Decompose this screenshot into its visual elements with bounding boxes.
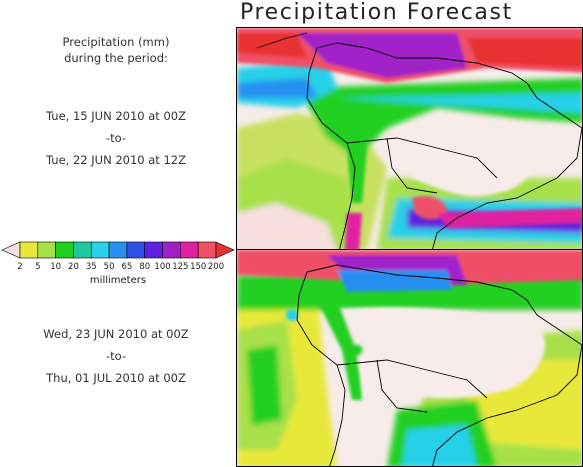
colorbar-swatch xyxy=(108,241,128,259)
colorbar-swatch xyxy=(126,241,146,259)
colorbar-tick-label: 65 xyxy=(121,262,132,272)
period-1-separator: -to- xyxy=(105,131,127,145)
colorbar-tick-label: 2 xyxy=(17,262,22,272)
forecast-map-period-1 xyxy=(236,27,583,250)
colorbar-tick-label: 150 xyxy=(190,262,206,272)
colorbar-tick-label: 20 xyxy=(68,262,79,272)
colorbar-legend: 2 5 10 20 35 50 65 80 100 125 150 200 millimeters xyxy=(0,238,236,286)
colorbar-tick-label: 125 xyxy=(172,262,188,272)
colorbar-tick-label: 10 xyxy=(50,262,61,272)
period-1-start: Tue, 15 JUN 2010 at 00Z xyxy=(46,109,186,123)
colorbar-svg: 2 5 10 20 35 50 65 80 100 125 150 200 millimeters xyxy=(1,241,235,286)
colorbar-swatch xyxy=(197,241,217,259)
colorbar-unit-label: millimeters xyxy=(90,275,146,286)
colorbar-tick-label: 80 xyxy=(139,262,150,272)
period-2-start: Wed, 23 JUN 2010 at 00Z xyxy=(43,327,189,341)
period-2-block: Wed, 23 JUN 2010 at 00Z -to- Thu, 01 JUL… xyxy=(0,326,232,386)
colorbar-arrow-high xyxy=(215,241,235,259)
colorbar-tick-label: 50 xyxy=(104,262,115,272)
colorbar-swatch xyxy=(144,241,163,259)
colorbar-swatch xyxy=(180,241,199,259)
colorbar-swatch xyxy=(73,241,92,259)
period-2-end: Thu, 01 JUL 2010 at 00Z xyxy=(46,371,186,385)
colorbar-swatch xyxy=(90,241,110,259)
colorbar-arrow-low xyxy=(1,241,21,259)
description-block: Precipitation (mm) during the period: xyxy=(0,34,232,66)
colorbar-swatch xyxy=(19,241,39,259)
description-line-2: during the period: xyxy=(64,51,168,65)
colorbar-tick-label: 200 xyxy=(208,262,224,272)
colorbar-tick-label: 35 xyxy=(86,262,97,272)
forecast-map-period-2 xyxy=(236,249,583,467)
page-title: Precipitation Forecast xyxy=(240,0,513,25)
colorbar-tick-label: 5 xyxy=(35,262,40,272)
period-2-separator: -to- xyxy=(105,349,127,363)
colorbar-swatch xyxy=(37,241,56,259)
colorbar-swatch xyxy=(162,241,181,259)
description-line-1: Precipitation (mm) xyxy=(62,35,170,49)
colorbar-swatch xyxy=(55,241,74,259)
colorbar-tick-label: 100 xyxy=(154,262,170,272)
period-1-block: Tue, 15 JUN 2010 at 00Z -to- Tue, 22 JUN… xyxy=(0,108,232,168)
period-1-end: Tue, 22 JUN 2010 at 12Z xyxy=(46,153,186,167)
